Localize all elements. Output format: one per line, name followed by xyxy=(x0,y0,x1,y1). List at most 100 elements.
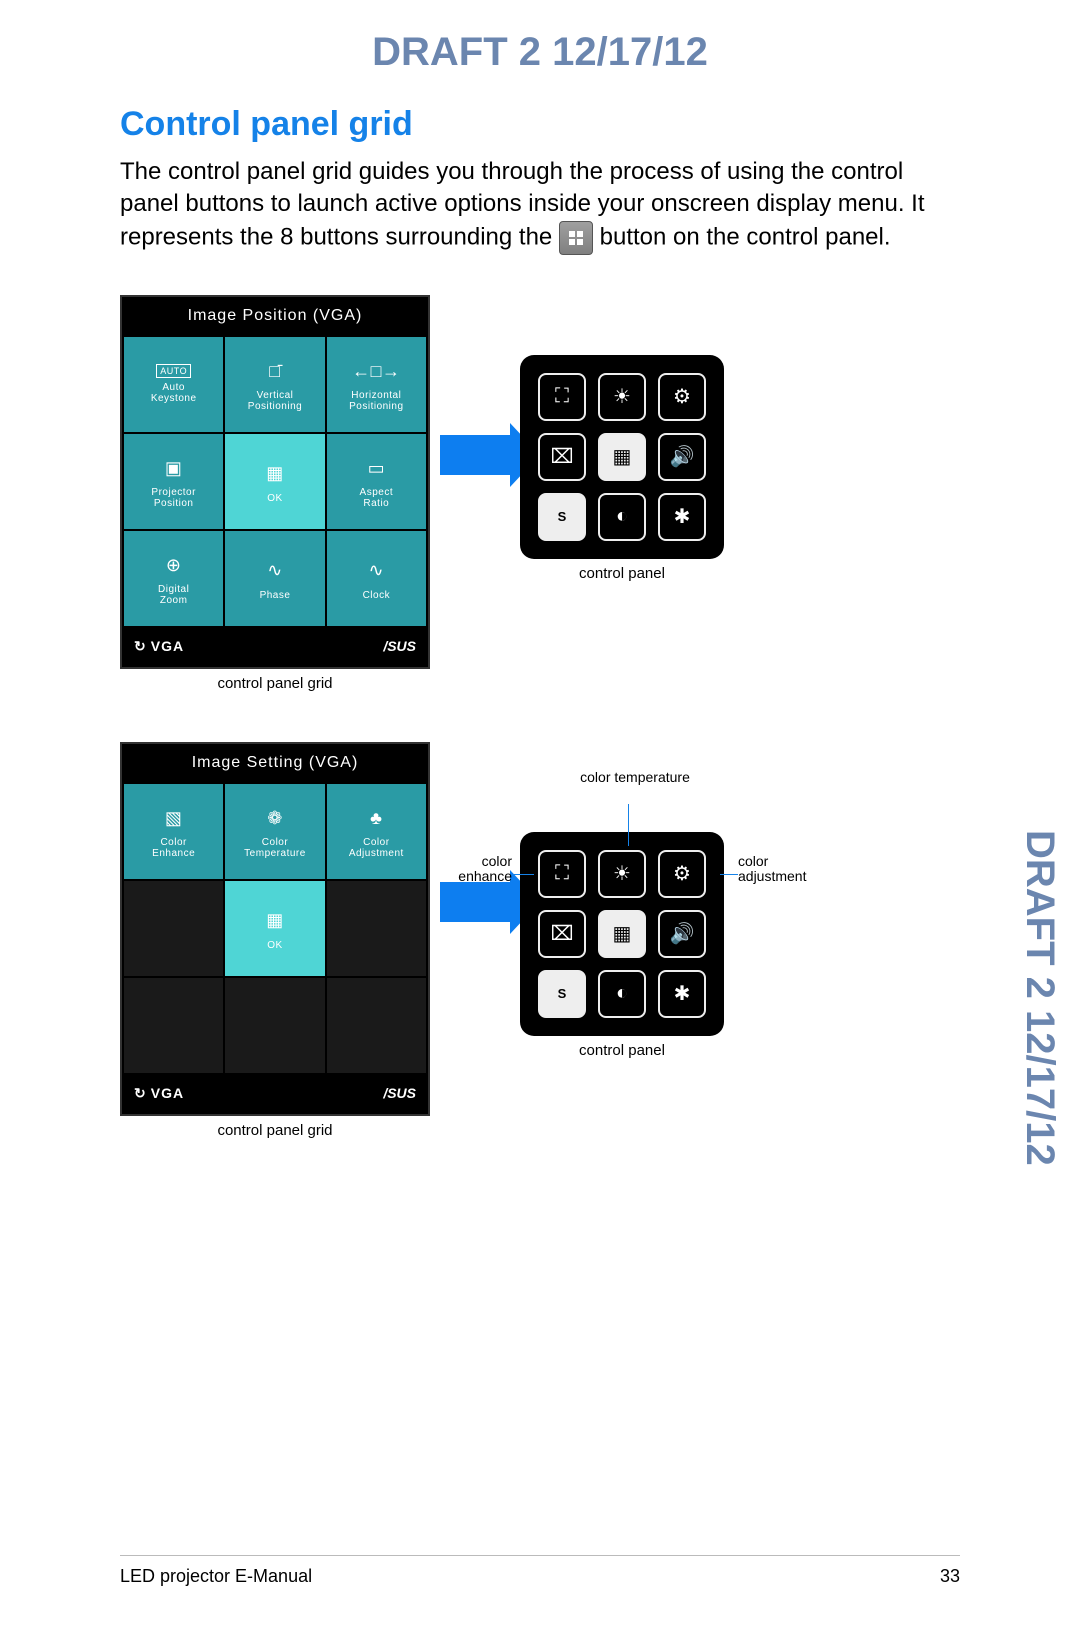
tile-projector-position[interactable]: ▣ ProjectorPosition xyxy=(124,434,223,529)
asus-logo-1: /SUS xyxy=(383,638,416,654)
figure-row-1: Image Position (VGA) AUTO AutoKeystone □̄V… xyxy=(120,295,960,692)
cp-button-4[interactable]: ▦ xyxy=(598,910,646,958)
tile-color-adjustment[interactable]: ♣ ColorAdjustment xyxy=(327,784,426,879)
tile-icon: ∿ xyxy=(369,556,385,586)
label-color-adjustment: color adjustment xyxy=(738,854,828,885)
panel-1-title: Image Position (VGA) xyxy=(122,297,428,335)
section-heading: Control panel grid xyxy=(120,105,960,144)
tile-empty xyxy=(124,881,223,976)
tile-color-temperature[interactable]: ❁ ColorTemperature xyxy=(225,784,324,879)
tile-label: DigitalZoom xyxy=(158,584,189,606)
tile-ok[interactable]: ▦ OK xyxy=(225,881,324,976)
cp-button-8[interactable]: ✱ xyxy=(658,493,706,541)
panel-2-title: Image Setting (VGA) xyxy=(122,744,428,782)
tile-color-enhance[interactable]: ▧ ColorEnhance xyxy=(124,784,223,879)
arrow-2-col xyxy=(440,742,510,1062)
cp-button-1[interactable]: ☀ xyxy=(598,850,646,898)
image-position-panel: Image Position (VGA) AUTO AutoKeystone □̄V… xyxy=(120,295,430,669)
arrow-right-icon xyxy=(440,882,510,922)
tile-icon: ▣ xyxy=(165,453,183,483)
cp-button-6[interactable]: S xyxy=(538,970,586,1018)
panel-1-wrap: Image Position (VGA) AUTO AutoKeystone □̄V… xyxy=(120,295,430,692)
cp-button-0[interactable]: ⛶ xyxy=(538,373,586,421)
figure-row-2: Image Setting (VGA) ▧ ColorEnhance ❁ ColorT… xyxy=(120,742,960,1139)
panel-1-caption: control panel grid xyxy=(120,675,430,692)
tile-empty xyxy=(225,978,324,1073)
tile-clock[interactable]: ∿ Clock xyxy=(327,531,426,626)
cp-button-8[interactable]: ✱ xyxy=(658,970,706,1018)
control-panel-2-wrap: color temperature color enhance color ad… xyxy=(520,832,724,1059)
arrow-1-col xyxy=(440,295,510,615)
footer-vga-1: VGA xyxy=(134,638,184,655)
tile-label: OK xyxy=(267,940,282,951)
tile-icon: ▭ xyxy=(368,453,386,483)
panel-2-grid: ▧ ColorEnhance ❁ ColorTemperature ♣ ColorAdju… xyxy=(122,782,428,1075)
draft-watermark-top: DRAFT 2 12/17/12 xyxy=(0,0,1080,75)
panel-1-footer: VGA /SUS xyxy=(122,628,428,667)
grid-button-icon xyxy=(559,221,593,255)
footer-title: LED projector E-Manual xyxy=(120,1566,312,1587)
tile-label: HorizontalPositioning xyxy=(349,390,403,412)
cp-button-7[interactable]: ◐ xyxy=(598,493,646,541)
cp-button-2[interactable]: ⚙ xyxy=(658,850,706,898)
line-color-adjustment xyxy=(720,874,738,875)
cp-button-1[interactable]: ☀ xyxy=(598,373,646,421)
line-color-temperature xyxy=(628,804,629,846)
panel-2-footer: VGA /SUS xyxy=(122,1075,428,1114)
tile-icon: ♣ xyxy=(370,803,382,833)
body-paragraph: The control panel grid guides you throug… xyxy=(120,156,960,255)
tile-icon: ▦ xyxy=(266,906,284,936)
asus-logo-2: /SUS xyxy=(383,1085,416,1101)
tile-label: Phase xyxy=(260,590,291,601)
cp-1-caption: control panel xyxy=(520,565,724,582)
tile-label: VerticalPositioning xyxy=(248,390,302,412)
label-color-temperature: color temperature xyxy=(580,770,690,785)
tile-digital-zoom[interactable]: ⊕ DigitalZoom xyxy=(124,531,223,626)
tile-icon: ←□→ xyxy=(352,356,400,386)
arrow-right-icon xyxy=(440,435,510,475)
tile-label: AspectRatio xyxy=(360,487,394,509)
tile-vertical-positioning[interactable]: □̄VerticalPositioning xyxy=(225,337,324,432)
tile-horizontal-positioning[interactable]: ←□→ HorizontalPositioning xyxy=(327,337,426,432)
control-panel-1-wrap: ⛶☀⚙ ⌧▦🔊 S◐✱ control panel xyxy=(520,355,724,582)
cp-button-7[interactable]: ◐ xyxy=(598,970,646,1018)
tile-auto-keystone[interactable]: AUTO AutoKeystone xyxy=(124,337,223,432)
tile-label: ColorEnhance xyxy=(152,837,195,859)
draft-watermark-side: DRAFT 2 12/17/12 xyxy=(1017,830,1062,1166)
tile-icon: ⊕ xyxy=(166,550,182,580)
tile-label: ColorAdjustment xyxy=(349,837,404,859)
tile-label: AutoKeystone xyxy=(151,382,197,404)
tile-ok[interactable]: ▦ OK xyxy=(225,434,324,529)
tile-icon: ∿ xyxy=(267,556,283,586)
line-color-enhance xyxy=(512,874,534,875)
tile-icon: ▧ xyxy=(165,803,183,833)
tile-label: ColorTemperature xyxy=(244,837,306,859)
cp-button-5[interactable]: 🔊 xyxy=(658,433,706,481)
panel-1-grid: AUTOAutoKeystone□̄VerticalPositioning←□→… xyxy=(122,335,428,628)
image-setting-panel: Image Setting (VGA) ▧ ColorEnhance ❁ ColorT… xyxy=(120,742,430,1116)
tile-label: OK xyxy=(267,493,282,504)
cp-button-0[interactable]: ⛶ xyxy=(538,850,586,898)
cp-button-2[interactable]: ⚙ xyxy=(658,373,706,421)
tile-phase[interactable]: ∿ Phase xyxy=(225,531,324,626)
tile-icon: AUTO xyxy=(156,364,191,378)
control-panel-2: ⛶☀⚙ ⌧▦🔊 S◐✱ xyxy=(520,832,724,1036)
tile-icon: ▦ xyxy=(266,459,284,489)
tile-label: ProjectorPosition xyxy=(151,487,196,509)
tile-icon: ❁ xyxy=(267,803,283,833)
cp-button-5[interactable]: 🔊 xyxy=(658,910,706,958)
cp-button-6[interactable]: S xyxy=(538,493,586,541)
page-footer: LED projector E-Manual 33 xyxy=(120,1555,960,1587)
tile-empty xyxy=(327,978,426,1073)
tile-aspect-ratio[interactable]: ▭ AspectRatio xyxy=(327,434,426,529)
tile-empty xyxy=(327,881,426,976)
tile-label: Clock xyxy=(363,590,391,601)
cp-button-3[interactable]: ⌧ xyxy=(538,910,586,958)
label-color-enhance: color enhance xyxy=(442,854,512,885)
cp-button-4[interactable]: ▦ xyxy=(598,433,646,481)
panel-2-caption: control panel grid xyxy=(120,1122,430,1139)
footer-vga-2: VGA xyxy=(134,1085,184,1102)
tile-empty xyxy=(124,978,223,1073)
cp-button-3[interactable]: ⌧ xyxy=(538,433,586,481)
cp-2-caption: control panel xyxy=(520,1042,724,1059)
